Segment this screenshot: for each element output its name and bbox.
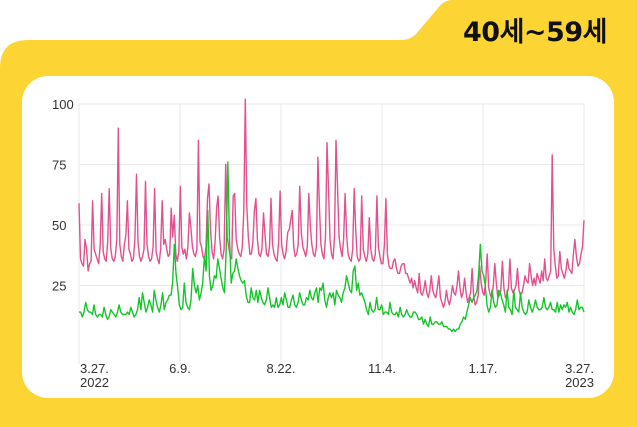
x-tick-year-label: 2023 [565,375,594,390]
x-tick-label: 11.4. [368,361,396,376]
series-line-1 [78,98,585,309]
y-tick-label: 75 [52,158,66,173]
x-tick-year-label: 2022 [80,375,109,390]
x-tick-label: 1.17. [469,361,498,376]
chart-card: 25 50 75 100 3.27. 2022 6.9. 8.22. 11.4. 1.17. 3.2… [22,76,614,398]
y-tick-label: 100 [52,97,74,112]
x-tick-label: 3.27. [80,361,109,376]
x-tick-label: 3.27. [565,361,594,376]
series-line-2 [79,161,585,333]
x-tick-label: 6.9. [169,361,191,376]
x-tick-label: 8.22. [267,361,296,376]
y-tick-label: 50 [52,218,66,233]
y-tick-label: 25 [52,279,66,294]
age-group-title: 40세~59세 [463,17,607,48]
